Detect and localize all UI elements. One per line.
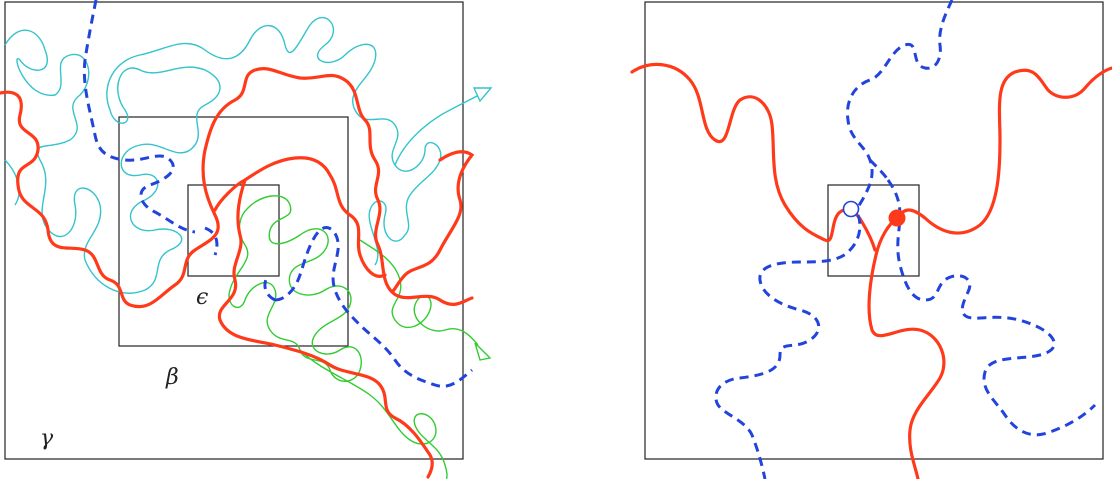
label-epsilon: ϵ <box>196 285 208 310</box>
green-curve <box>228 195 479 479</box>
middle-square-beta <box>118 116 349 347</box>
blue-dashed-curve <box>82 0 473 388</box>
inner-square-epsilon <box>187 184 280 277</box>
red-curve-outer <box>0 67 475 309</box>
blue-hollow-dot <box>842 200 860 218</box>
right-outer-square <box>644 1 1104 460</box>
red-curve-inner <box>213 156 434 479</box>
label-gamma: γ <box>40 426 54 451</box>
cyan-arrowhead <box>472 87 493 103</box>
right-blue-dashed-lower <box>714 158 1097 479</box>
green-arrowhead <box>474 342 492 361</box>
right-blue-dashed-upper <box>845 0 954 216</box>
right-inner-square <box>827 184 920 277</box>
cyan-arrow-stem <box>394 89 489 166</box>
right-red-curve-upper <box>630 62 1112 252</box>
cyan-curve <box>4 16 442 294</box>
red-filled-dot <box>888 209 906 227</box>
outer-square-gamma <box>4 1 464 460</box>
right-red-curve-lower <box>867 216 946 479</box>
label-beta: β <box>165 365 179 390</box>
left-panel: γ β ϵ <box>0 0 493 479</box>
right-panel <box>630 0 1112 479</box>
